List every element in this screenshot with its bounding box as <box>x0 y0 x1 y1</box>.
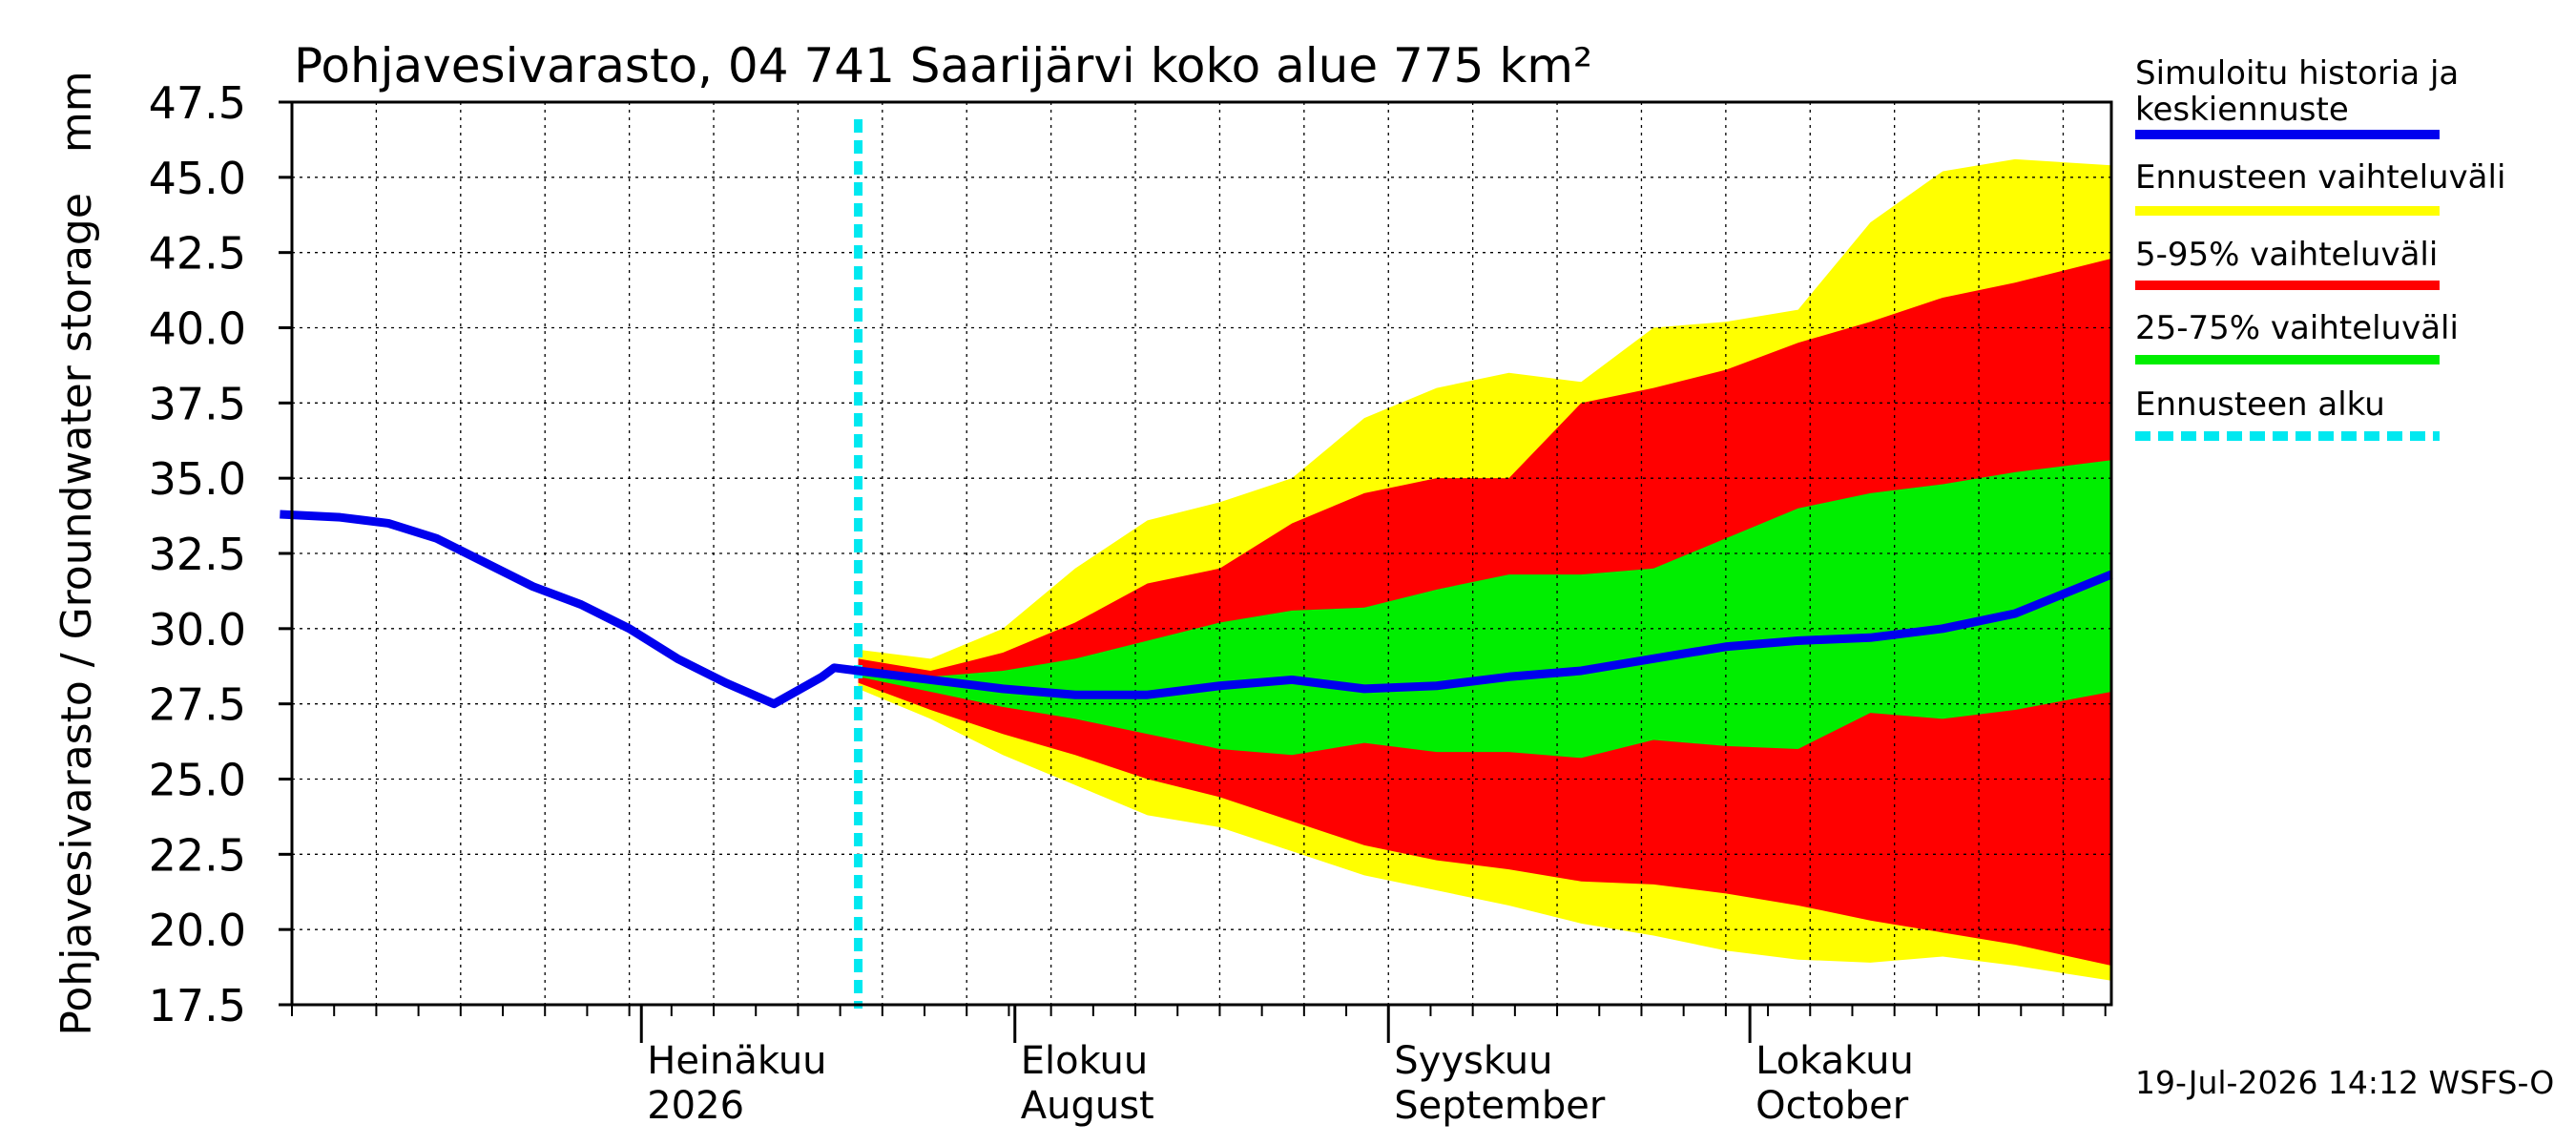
month-label: Heinäkuu <box>647 1039 826 1083</box>
grid-lines <box>292 102 2111 1005</box>
y-tick-label: 47.5 <box>149 77 246 129</box>
legend-label-5-95: 5-95% vaihteluväli <box>2135 236 2439 274</box>
y-axis-label: Pohjavesivarasto / Groundwater storage m… <box>52 71 101 1035</box>
y-tick-label: 35.0 <box>149 453 246 505</box>
y-tick-label: 42.5 <box>149 228 246 280</box>
legend-label-median: Simuloitu historia ja keskiennuste <box>2135 54 2460 129</box>
y-tick-label: 32.5 <box>149 529 246 580</box>
legend-label-range: Ennusteen vaihteluväli <box>2135 158 2506 197</box>
y-tick-label: 45.0 <box>149 153 246 204</box>
legend-swatch-median <box>2135 130 2440 139</box>
legend-swatch-25-75 <box>2135 355 2440 364</box>
chart-title: Pohjavesivarasto, 04 741 Saarijärvi koko… <box>294 38 1592 94</box>
legend-label-forecast-start: Ennusteen alku <box>2135 385 2385 424</box>
month-sublabel: September <box>1394 1084 1606 1128</box>
y-tick-label: 22.5 <box>149 829 246 881</box>
forecast-bands <box>858 158 2111 981</box>
legend-swatch-5-95 <box>2135 281 2440 290</box>
y-tick-label: 30.0 <box>149 604 246 656</box>
month-label: Lokakuu <box>1755 1039 1914 1083</box>
median-line <box>280 510 2113 709</box>
y-tick-label: 40.0 <box>149 303 246 355</box>
month-label: Syyskuu <box>1394 1039 1552 1083</box>
footer-timestamp: 19-Jul-2026 14:12 WSFS-O <box>2135 1064 2555 1101</box>
legend-swatch-range <box>2135 206 2440 216</box>
month-sublabel: August <box>1021 1084 1154 1128</box>
month-sublabel: 2026 <box>647 1084 744 1128</box>
legend-swatch-forecast-start <box>2135 431 2440 441</box>
y-tick-label: 25.0 <box>149 755 246 806</box>
y-axis: 17.5 20.0 22.5 25.0 27.5 30.0 32.5 35.0 37.5 40.0… <box>149 77 292 1031</box>
month-label: Elokuu <box>1021 1039 1149 1083</box>
y-tick-label: 27.5 <box>149 679 246 731</box>
band-25-75 <box>858 460 2111 759</box>
data-lines <box>280 119 2113 1009</box>
legend-label-25-75: 25-75% vaihteluväli <box>2135 309 2459 347</box>
y-tick-label: 17.5 <box>149 980 246 1031</box>
month-sublabel: October <box>1755 1084 1909 1128</box>
y-tick-label: 20.0 <box>149 905 246 956</box>
y-tick-label: 37.5 <box>149 378 246 429</box>
